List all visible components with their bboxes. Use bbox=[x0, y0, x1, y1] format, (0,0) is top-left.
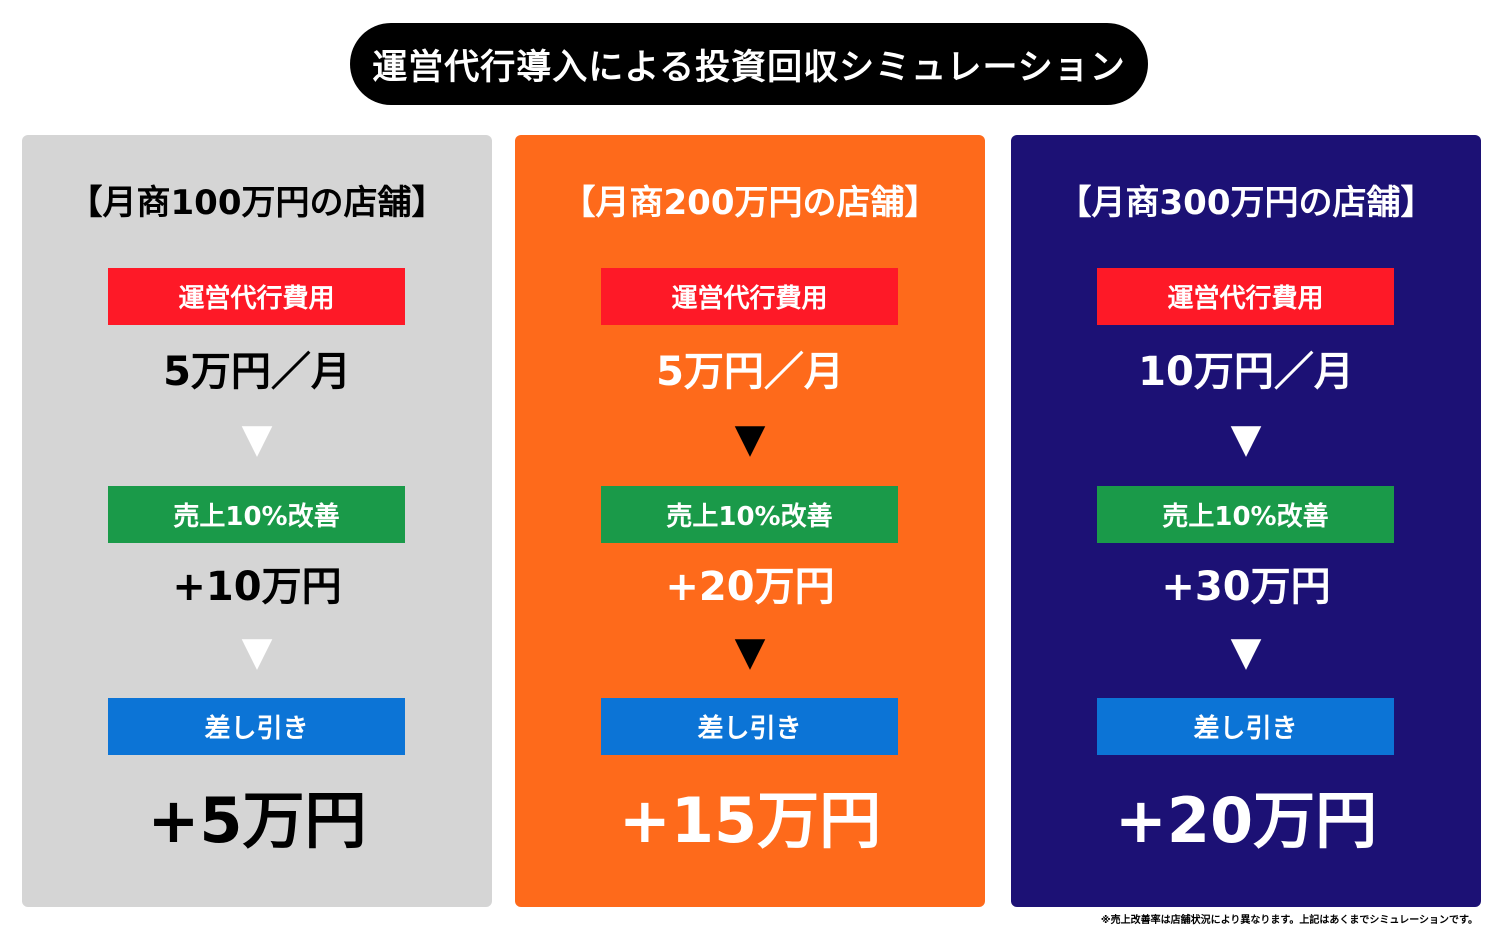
improve-value: +30万円 bbox=[1161, 564, 1331, 610]
card-title: 【月商100万円の店舗】 bbox=[68, 183, 446, 223]
improve-value: +10万円 bbox=[172, 564, 342, 610]
diff-value: +20万円 bbox=[1114, 784, 1378, 857]
store-card-300: 【月商300万円の店舗】 運営代行費用 10万円／月 ▼ 売上10%改善 +30… bbox=[1011, 135, 1481, 907]
improve-label: 売上10%改善 bbox=[601, 486, 898, 543]
down-arrow-icon: ▼ bbox=[241, 416, 273, 462]
cost-value: 5万円／月 bbox=[163, 349, 351, 395]
cost-value: 5万円／月 bbox=[656, 349, 844, 395]
down-arrow-icon: ▼ bbox=[734, 629, 766, 675]
improve-value: +20万円 bbox=[665, 564, 835, 610]
diff-value: +5万円 bbox=[147, 784, 367, 857]
improve-label: 売上10%改善 bbox=[1097, 486, 1394, 543]
store-card-100: 【月商100万円の店舗】 運営代行費用 5万円／月 ▼ 売上10%改善 +10万… bbox=[22, 135, 492, 907]
store-card-200: 【月商200万円の店舗】 運営代行費用 5万円／月 ▼ 売上10%改善 +20万… bbox=[515, 135, 985, 907]
improve-label: 売上10%改善 bbox=[108, 486, 405, 543]
cost-label: 運営代行費用 bbox=[601, 268, 898, 325]
cost-value: 10万円／月 bbox=[1138, 349, 1354, 395]
page-title: 運営代行導入による投資回収シミュレーション bbox=[350, 23, 1148, 105]
footnote: ※売上改善率は店舗状況により異なります。上記はあくまでシミュレーションです。 bbox=[1100, 915, 1478, 926]
down-arrow-icon: ▼ bbox=[241, 629, 273, 675]
down-arrow-icon: ▼ bbox=[734, 416, 766, 462]
diff-label: 差し引き bbox=[1097, 698, 1394, 755]
down-arrow-icon: ▼ bbox=[1230, 416, 1262, 462]
cost-label: 運営代行費用 bbox=[108, 268, 405, 325]
card-title: 【月商300万円の店舗】 bbox=[1057, 183, 1435, 223]
diff-label: 差し引き bbox=[108, 698, 405, 755]
cost-label: 運営代行費用 bbox=[1097, 268, 1394, 325]
diff-label: 差し引き bbox=[601, 698, 898, 755]
down-arrow-icon: ▼ bbox=[1230, 629, 1262, 675]
card-title: 【月商200万円の店舗】 bbox=[561, 183, 939, 223]
diff-value: +15万円 bbox=[618, 784, 882, 857]
